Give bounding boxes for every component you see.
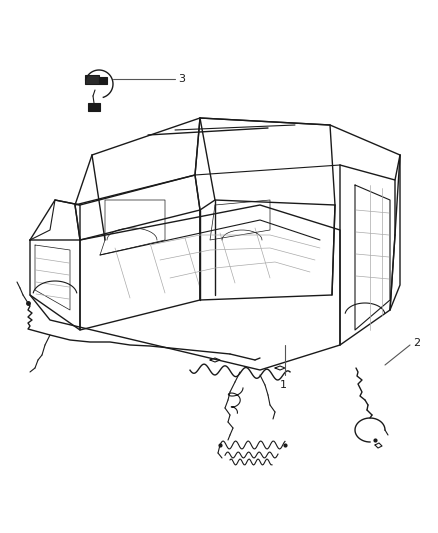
FancyBboxPatch shape	[85, 75, 99, 84]
Text: 1: 1	[279, 380, 286, 390]
FancyBboxPatch shape	[88, 103, 100, 111]
FancyBboxPatch shape	[99, 77, 107, 84]
Text: 2: 2	[413, 338, 420, 348]
Text: 3: 3	[178, 74, 185, 84]
